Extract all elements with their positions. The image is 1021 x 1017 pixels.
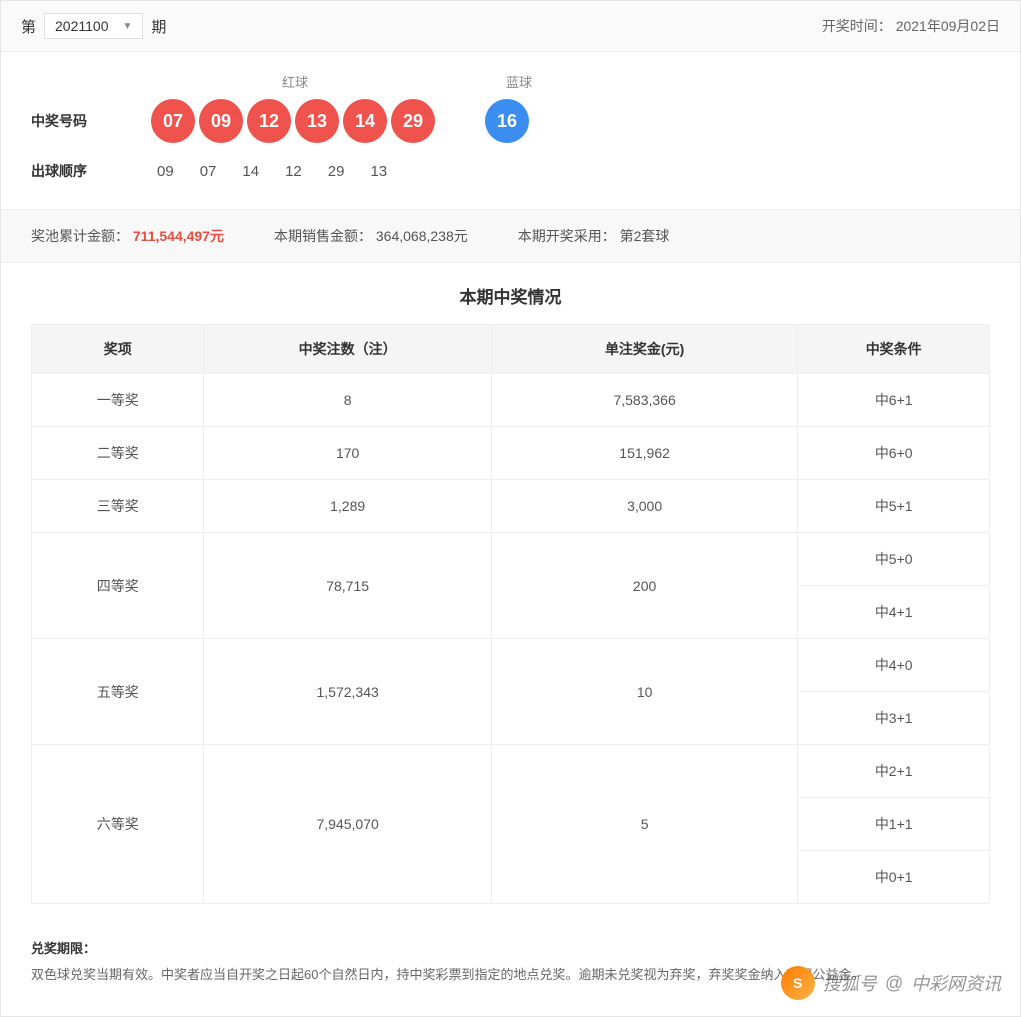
red-ball: 13	[295, 99, 339, 143]
ballset-stat: 本期开奖采用： 第2套球	[518, 226, 670, 246]
prize-table: 奖项 中奖注数（注） 单注奖金(元) 中奖条件 一等奖87,583,366中6+…	[31, 324, 990, 904]
red-balls-label: 红球	[151, 72, 439, 91]
cell-amount: 7,583,366	[491, 374, 798, 427]
cell-count: 170	[204, 427, 491, 480]
draw-order-num: 09	[157, 163, 174, 180]
red-ball: 29	[391, 99, 435, 143]
blue-ball: 16	[485, 99, 529, 143]
draw-order-num: 14	[242, 163, 259, 180]
sales-stat: 本期销售金额： 364,068,238元	[274, 226, 468, 246]
period-suffix: 期	[151, 16, 166, 37]
sales-label: 本期销售金额：	[274, 228, 372, 244]
col-amount: 单注奖金(元)	[491, 325, 798, 374]
table-row: 六等奖7,945,0705中2+1	[32, 745, 990, 798]
cell-condition: 中1+1	[798, 798, 990, 851]
table-row: 二等奖170151,962中6+0	[32, 427, 990, 480]
cell-condition: 中6+1	[798, 374, 990, 427]
red-ball: 14	[343, 99, 387, 143]
table-header-row: 奖项 中奖注数（注） 单注奖金(元) 中奖条件	[32, 325, 990, 374]
cell-condition: 中5+0	[798, 533, 990, 586]
red-ball: 07	[151, 99, 195, 143]
red-ball: 09	[199, 99, 243, 143]
cell-amount: 3,000	[491, 480, 798, 533]
cell-rank: 六等奖	[32, 745, 204, 904]
winning-numbers-row: 中奖号码 07 09 12 13 14 29 16	[31, 99, 990, 143]
draw-time-value: 2021年09月02日	[896, 18, 1000, 34]
cell-count: 7,945,070	[204, 745, 491, 904]
period-dropdown[interactable]: 2021100 ▼	[44, 13, 143, 39]
cell-condition: 中5+1	[798, 480, 990, 533]
pool-label: 奖池累计金额：	[31, 228, 129, 244]
winning-numbers-label: 中奖号码	[31, 111, 151, 131]
cell-rank: 二等奖	[32, 427, 204, 480]
draw-order-num: 12	[285, 163, 302, 180]
table-row: 四等奖78,715200中5+0	[32, 533, 990, 586]
col-count: 中奖注数（注）	[204, 325, 491, 374]
cell-count: 1,289	[204, 480, 491, 533]
cell-rank: 三等奖	[32, 480, 204, 533]
cell-count: 78,715	[204, 533, 491, 639]
cell-condition: 中4+0	[798, 639, 990, 692]
footnote-title: 兑奖期限：	[31, 938, 990, 960]
sales-value: 364,068,238元	[376, 228, 468, 244]
col-rank: 奖项	[32, 325, 204, 374]
cell-count: 8	[204, 374, 491, 427]
table-title: 本期中奖情况	[31, 283, 990, 308]
cell-rank: 四等奖	[32, 533, 204, 639]
col-condition: 中奖条件	[798, 325, 990, 374]
lottery-result-card: 第 2021100 ▼ 期 开奖时间： 2021年09月02日 红球 蓝球 中奖…	[0, 0, 1021, 1017]
pool-stat: 奖池累计金额： 711,544,497元	[31, 226, 224, 246]
cell-count: 1,572,343	[204, 639, 491, 745]
period-selector-group: 第 2021100 ▼ 期	[21, 13, 166, 39]
cell-condition: 中3+1	[798, 692, 990, 745]
red-balls-group: 07 09 12 13 14 29 16	[151, 99, 529, 143]
red-ball: 12	[247, 99, 291, 143]
ballset-value: 第2套球	[620, 228, 670, 244]
draw-order-values: 09 07 14 12 29 13	[157, 163, 387, 180]
pool-value: 711,544,497元	[133, 228, 224, 244]
ballset-label: 本期开奖采用：	[518, 228, 616, 244]
cell-amount: 10	[491, 639, 798, 745]
footnote: 兑奖期限： 双色球兑奖当期有效。中奖者应当自开奖之日起60个自然日内，持中奖彩票…	[1, 914, 1020, 1016]
footnote-text: 双色球兑奖当期有效。中奖者应当自开奖之日起60个自然日内，持中奖彩票到指定的地点…	[31, 964, 990, 986]
table-row: 三等奖1,2893,000中5+1	[32, 480, 990, 533]
prize-table-section: 本期中奖情况 奖项 中奖注数（注） 单注奖金(元) 中奖条件 一等奖87,583…	[1, 263, 1020, 914]
cell-condition: 中6+0	[798, 427, 990, 480]
draw-order-num: 29	[328, 163, 345, 180]
header-row: 第 2021100 ▼ 期 开奖时间： 2021年09月02日	[1, 1, 1020, 52]
period-value: 2021100	[55, 18, 108, 34]
cell-rank: 五等奖	[32, 639, 204, 745]
stats-bar: 奖池累计金额： 711,544,497元 本期销售金额： 364,068,238…	[1, 209, 1020, 263]
blue-ball-label: 蓝球	[479, 72, 559, 91]
cell-amount: 151,962	[491, 427, 798, 480]
draw-order-num: 13	[370, 163, 387, 180]
table-row: 五等奖1,572,34310中4+0	[32, 639, 990, 692]
period-prefix: 第	[21, 16, 36, 37]
draw-time-label: 开奖时间：	[822, 18, 892, 34]
draw-order-row: 出球顺序 09 07 14 12 29 13	[31, 161, 990, 181]
table-row: 一等奖87,583,366中6+1	[32, 374, 990, 427]
draw-time: 开奖时间： 2021年09月02日	[822, 16, 1000, 36]
cell-rank: 一等奖	[32, 374, 204, 427]
ball-type-labels: 红球 蓝球	[151, 72, 990, 91]
chevron-down-icon: ▼	[122, 21, 132, 32]
cell-condition: 中4+1	[798, 586, 990, 639]
cell-condition: 中0+1	[798, 851, 990, 904]
cell-amount: 200	[491, 533, 798, 639]
numbers-section: 红球 蓝球 中奖号码 07 09 12 13 14 29 16 出球顺序 09 …	[1, 52, 1020, 209]
cell-condition: 中2+1	[798, 745, 990, 798]
draw-order-label: 出球顺序	[31, 161, 151, 181]
draw-order-num: 07	[200, 163, 217, 180]
cell-amount: 5	[491, 745, 798, 904]
